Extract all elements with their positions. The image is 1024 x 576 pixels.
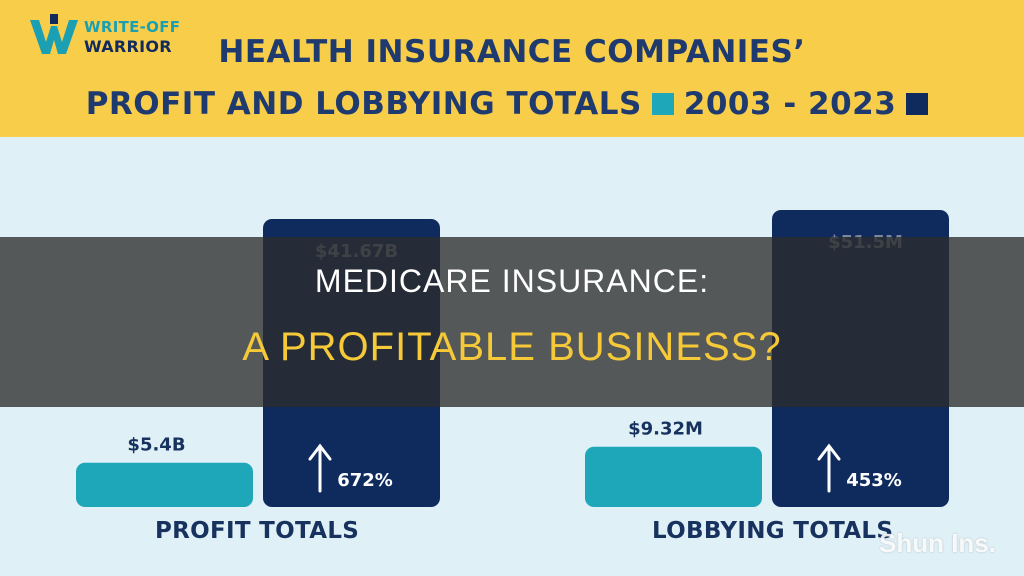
watermark: Shun Ins. (879, 528, 996, 558)
title-line1: HEALTH INSURANCE COMPANIES’ (218, 34, 806, 70)
change-percent-label-1: 453% (846, 470, 902, 491)
bar-value-label-0-0: $5.4B (127, 435, 185, 456)
brand-name: WRITE-OFF WARRIOR (84, 18, 180, 56)
bar-1-0 (585, 446, 762, 507)
overlay-title-line1: MEDICARE INSURANCE: (314, 263, 710, 299)
profit-totals-label: PROFIT TOTALS (155, 518, 360, 544)
title-line2-text: PROFIT AND LOBBYING TOTALS (85, 86, 642, 122)
legend-square-end-icon (906, 93, 929, 115)
brand-line2: WARRIOR (84, 37, 172, 56)
change-percent-label-0: 672% (337, 470, 393, 491)
brand-line1: WRITE-OFF (84, 18, 181, 36)
brand-logo[interactable]: WRITE-OFF WARRIOR (28, 14, 188, 62)
title-overlay: MEDICARE INSURANCE: A PROFITABLE BUSINES… (0, 237, 1024, 407)
overlay-title-line2: A PROFITABLE BUSINESS? (242, 325, 782, 369)
page-title: HEALTH INSURANCE COMPANIES’ PROFIT AND L… (0, 26, 1024, 130)
up-arrow-icon-1 (817, 443, 841, 493)
up-arrow-icon-0 (308, 443, 332, 493)
lobbying-totals-label: LOBBYING TOTALS (652, 518, 894, 544)
bar-value-label-1-0: $9.32M (628, 419, 703, 440)
bar-0-0 (76, 462, 253, 507)
header-banner: WRITE-OFF WARRIOR HEALTH INSURANCE COMPA… (0, 0, 1024, 137)
title-years: 2003 - 2023 (683, 86, 897, 122)
title-line2: PROFIT AND LOBBYING TOTALS 2003 - 2023 (0, 78, 1024, 130)
shield-w-icon (30, 14, 78, 54)
legend-square-start-icon (651, 93, 674, 115)
